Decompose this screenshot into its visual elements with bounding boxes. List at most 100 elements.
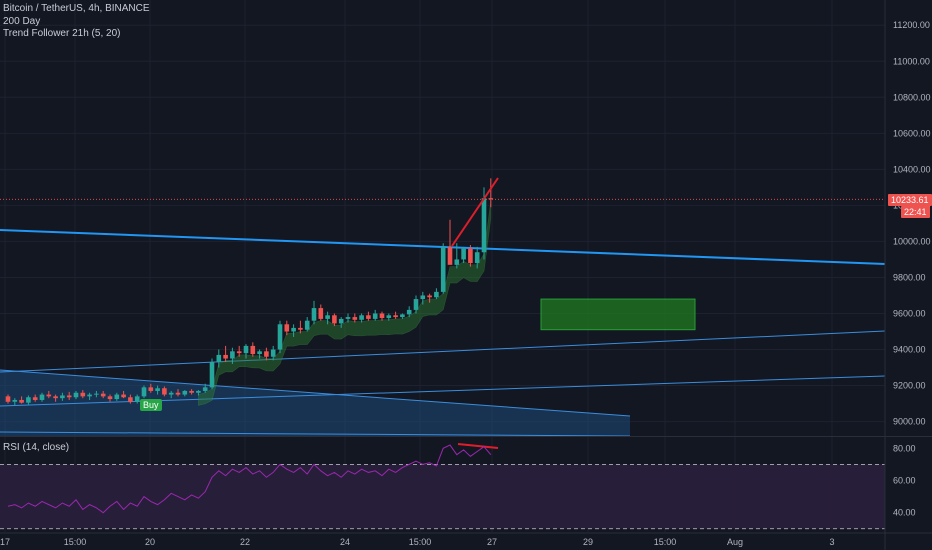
- candle-body: [454, 259, 460, 265]
- candle-body: [148, 387, 154, 391]
- candle-body: [155, 388, 160, 391]
- time-tick-label: 20: [145, 537, 155, 547]
- candle-body: [277, 324, 283, 350]
- price-tick-label: 11200.00: [893, 20, 930, 30]
- price-tick-label: 10600.00: [893, 128, 931, 138]
- candle-body: [447, 246, 453, 265]
- candle-body: [236, 351, 242, 354]
- candle-body: [318, 308, 324, 319]
- price-tick-label: 9800.00: [893, 272, 926, 282]
- candle-body: [291, 327, 296, 332]
- candle-body: [468, 248, 473, 264]
- candle-body: [338, 318, 344, 324]
- candle-body: [134, 396, 140, 402]
- time-tick-label: 15:00: [409, 537, 432, 547]
- candle-body: [39, 394, 45, 400]
- price-tick-label: 9200.00: [893, 381, 926, 391]
- candle-body: [372, 313, 378, 319]
- candle-body: [53, 396, 58, 399]
- time-tick-label: 15:00: [654, 537, 677, 547]
- time-tick-label: 3: [829, 537, 834, 547]
- candle-body: [46, 394, 52, 397]
- candle-body: [250, 345, 256, 355]
- rsi-pane: [0, 444, 885, 530]
- channel-upper-line: [0, 369, 631, 417]
- candle-body: [5, 396, 11, 402]
- price-tick-label: 10800.00: [893, 92, 931, 102]
- rsi-tick-label: 80.00: [893, 443, 916, 453]
- annotations: [0, 177, 885, 449]
- candle-body: [427, 295, 432, 298]
- candle-body: [216, 354, 222, 363]
- last-price-tag: 10233.61: [888, 194, 932, 206]
- candle-body: [304, 320, 310, 330]
- candle-body: [243, 345, 249, 354]
- candle-body: [12, 399, 18, 402]
- rsi-tick-label: 60.00: [893, 475, 916, 485]
- candle-body: [66, 395, 72, 398]
- candle-body: [202, 387, 208, 391]
- candle-body: [209, 362, 215, 388]
- candle-body: [284, 324, 290, 332]
- indicator-trend-follower[interactable]: Trend Follower 21h (5, 20): [3, 28, 121, 39]
- candle-body: [298, 327, 303, 330]
- support-zone[interactable]: [540, 298, 696, 331]
- candle-body: [461, 248, 466, 260]
- candle-body: [32, 397, 38, 400]
- candles: [5, 178, 494, 406]
- candle-body: [114, 394, 120, 400]
- indicator-200-day[interactable]: 200 Day: [3, 16, 41, 27]
- candle-body: [73, 392, 79, 398]
- countdown-tag: 22:41: [901, 206, 930, 218]
- divergence-price-line: [451, 177, 499, 247]
- candle-body: [60, 395, 65, 399]
- price-tick-label: 10400.00: [893, 164, 931, 174]
- divergence-rsi-line: [457, 443, 499, 449]
- channel-lower-line: [0, 431, 631, 437]
- candle-body: [264, 351, 269, 357]
- candle-body: [345, 317, 351, 319]
- time-tick-label: 27: [487, 537, 497, 547]
- candle-body: [474, 252, 480, 264]
- candle-body: [128, 397, 133, 402]
- symbol-title[interactable]: Bitcoin / TetherUS, 4h, BINANCE: [3, 3, 150, 14]
- candle-body: [223, 354, 228, 359]
- candle-body: [325, 315, 330, 319]
- rsi-tick-label: 40.00: [893, 508, 916, 518]
- time-tick-label: 24: [340, 537, 350, 547]
- time-tick-label: 15:00: [64, 537, 87, 547]
- candle-body: [359, 315, 364, 320]
- green-zone-rect: [540, 298, 696, 331]
- candle-body: [94, 393, 99, 395]
- candle-body: [168, 392, 174, 395]
- candle-body: [270, 349, 276, 357]
- candle-body: [413, 299, 419, 310]
- candle-body: [196, 390, 201, 393]
- candle-body: [379, 313, 385, 318]
- time-tick-label: Aug: [727, 537, 743, 547]
- candle-body: [100, 393, 106, 397]
- price-tick-label: 9400.00: [893, 345, 926, 355]
- candle-body: [311, 308, 317, 321]
- rsi-legend[interactable]: RSI (14, close): [3, 442, 70, 453]
- rsi-band-fill: [0, 464, 885, 529]
- candle-body: [352, 317, 358, 320]
- price-tick-label: 9000.00: [893, 417, 926, 427]
- buy-signal-label[interactable]: Buy: [140, 399, 162, 411]
- candle-body: [366, 315, 371, 319]
- candle-body: [141, 387, 147, 397]
- candle-body: [257, 351, 262, 355]
- grid-lines: [0, 0, 885, 532]
- price-tick-label: 11000.00: [893, 56, 930, 66]
- candle-body: [87, 394, 92, 397]
- candle-body: [121, 394, 126, 398]
- time-tick-label: 22: [240, 537, 250, 547]
- candle-body: [162, 388, 167, 395]
- time-tick-label: 29: [583, 537, 593, 547]
- candle-body: [440, 246, 446, 292]
- candle-body: [420, 295, 426, 300]
- candle-body: [400, 314, 405, 318]
- candle-body: [189, 390, 194, 393]
